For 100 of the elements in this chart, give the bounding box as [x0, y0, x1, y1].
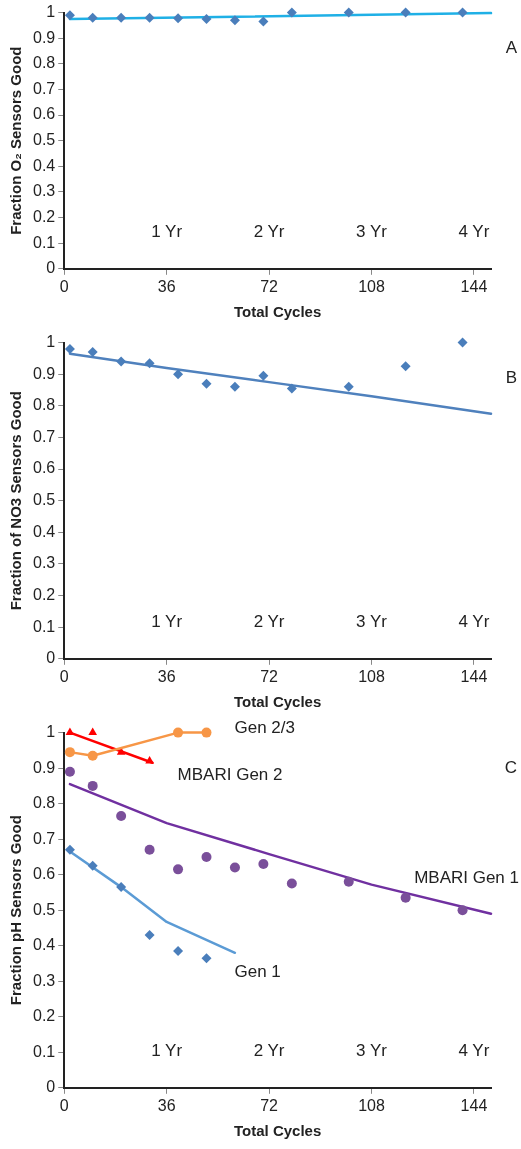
y-tick-label: 0.8 [32, 396, 56, 414]
text: C [504, 757, 517, 777]
y-axis-title: Fraction O₂ Sensors Good [7, 46, 25, 235]
annotation: 4 Yr [458, 611, 490, 631]
x-axis-title: Total Cycles [233, 693, 322, 711]
point [64, 343, 75, 354]
point [173, 369, 184, 380]
y-tick-label: 0.9 [32, 758, 56, 776]
point [286, 383, 297, 394]
text: B [505, 367, 517, 387]
point [173, 864, 184, 875]
point [343, 876, 354, 887]
series-label: MBARI Gen 1 [414, 867, 519, 887]
y-tick-label: 0.4 [32, 156, 56, 174]
y-tick-label: 0.2 [32, 207, 56, 225]
y-tick-label: 1 [46, 333, 56, 351]
point [229, 381, 240, 392]
y-axis-title: Fraction of NO3 Sensors Good [7, 391, 25, 611]
point [116, 882, 127, 893]
x-tick-label: 72 [260, 277, 279, 295]
point [144, 844, 155, 855]
x-tick-label: 108 [358, 277, 385, 295]
annotation: 3 Yr [356, 1040, 388, 1060]
y-tick-label: 0.9 [32, 364, 56, 382]
annotation: 2 Yr [253, 611, 285, 631]
series-label: Gen 1 [234, 961, 281, 981]
x-tick-label: 108 [358, 667, 385, 685]
annotation: 4 Yr [458, 221, 490, 241]
x-tick-label: 0 [59, 667, 69, 685]
y-tick-label: 0.7 [32, 427, 56, 445]
x-tick-label: 72 [260, 667, 279, 685]
point [173, 946, 184, 957]
x-tick-label: 72 [260, 1096, 279, 1114]
x-tick-label: 36 [157, 1096, 176, 1114]
annotation: 1 Yr [151, 1040, 183, 1060]
y-tick-label: 0.6 [32, 865, 56, 883]
annotation: 2 Yr [253, 221, 285, 241]
y-tick-label: 0 [46, 1078, 56, 1096]
text: A [505, 37, 518, 57]
series-label: MBARI Gen 2 [177, 764, 283, 784]
y-tick-label: 0.3 [32, 971, 56, 989]
x-tick-label: 0 [59, 1096, 69, 1114]
point [457, 905, 468, 916]
point [201, 851, 212, 862]
point [286, 878, 297, 889]
y-tick-label: 0 [46, 649, 56, 667]
y-tick-label: 0.3 [32, 554, 56, 572]
y-axis-title: Fraction pH Sensors Good [7, 815, 25, 1006]
point [144, 930, 155, 941]
point [116, 356, 127, 367]
point [343, 381, 354, 392]
y-tick-label: 0.1 [32, 233, 56, 251]
y-tick-label: 0.8 [32, 794, 56, 812]
y-tick-label: 0.7 [32, 79, 56, 97]
point [87, 780, 98, 791]
point [201, 378, 212, 389]
point [87, 860, 98, 871]
y-tick-label: 0.1 [32, 617, 56, 635]
y-tick-label: 0.9 [32, 28, 56, 46]
point [457, 337, 468, 348]
point [400, 892, 411, 903]
point [88, 727, 98, 736]
y-tick-label: 0.4 [32, 936, 56, 954]
x-tick-label: 144 [460, 667, 488, 685]
point [201, 727, 212, 738]
y-tick-label: 0.2 [32, 585, 56, 603]
y-tick-label: 0.7 [32, 829, 56, 847]
point [229, 862, 240, 873]
series-label: Gen 2/3 [234, 718, 295, 738]
y-tick-label: 0.5 [32, 900, 56, 918]
annotation: 1 Yr [151, 611, 183, 631]
annotation: 3 Yr [356, 221, 388, 241]
point [64, 844, 75, 855]
x-axis-title: Total Cycles [233, 1122, 322, 1140]
y-tick-label: 0.6 [32, 105, 56, 123]
x-axis-title: Total Cycles [233, 303, 322, 321]
annotation: 4 Yr [458, 1040, 490, 1060]
annotation: 2 Yr [253, 1040, 285, 1060]
x-tick-label: 108 [358, 1096, 385, 1114]
y-tick-label: 1 [46, 723, 56, 741]
annotation: 3 Yr [356, 611, 388, 631]
y-tick-label: 0.2 [32, 1007, 56, 1025]
point [116, 811, 127, 822]
point [87, 750, 98, 761]
point [400, 361, 411, 372]
point [258, 370, 269, 381]
x-tick-label: 36 [157, 667, 176, 685]
x-tick-label: 144 [460, 1096, 488, 1114]
y-tick-label: 0 [46, 259, 56, 277]
y-tick-label: 0.3 [32, 182, 56, 200]
point [64, 747, 75, 758]
y-tick-label: 0.4 [32, 522, 56, 540]
x-tick-label: 0 [59, 277, 69, 295]
point [173, 727, 184, 738]
y-tick-label: 0.8 [32, 54, 56, 72]
x-tick-label: 36 [157, 277, 176, 295]
point [258, 859, 269, 870]
y-tick-label: 0.5 [32, 131, 56, 149]
y-tick-label: 0.5 [32, 491, 56, 509]
annotation: 1 Yr [151, 221, 183, 241]
